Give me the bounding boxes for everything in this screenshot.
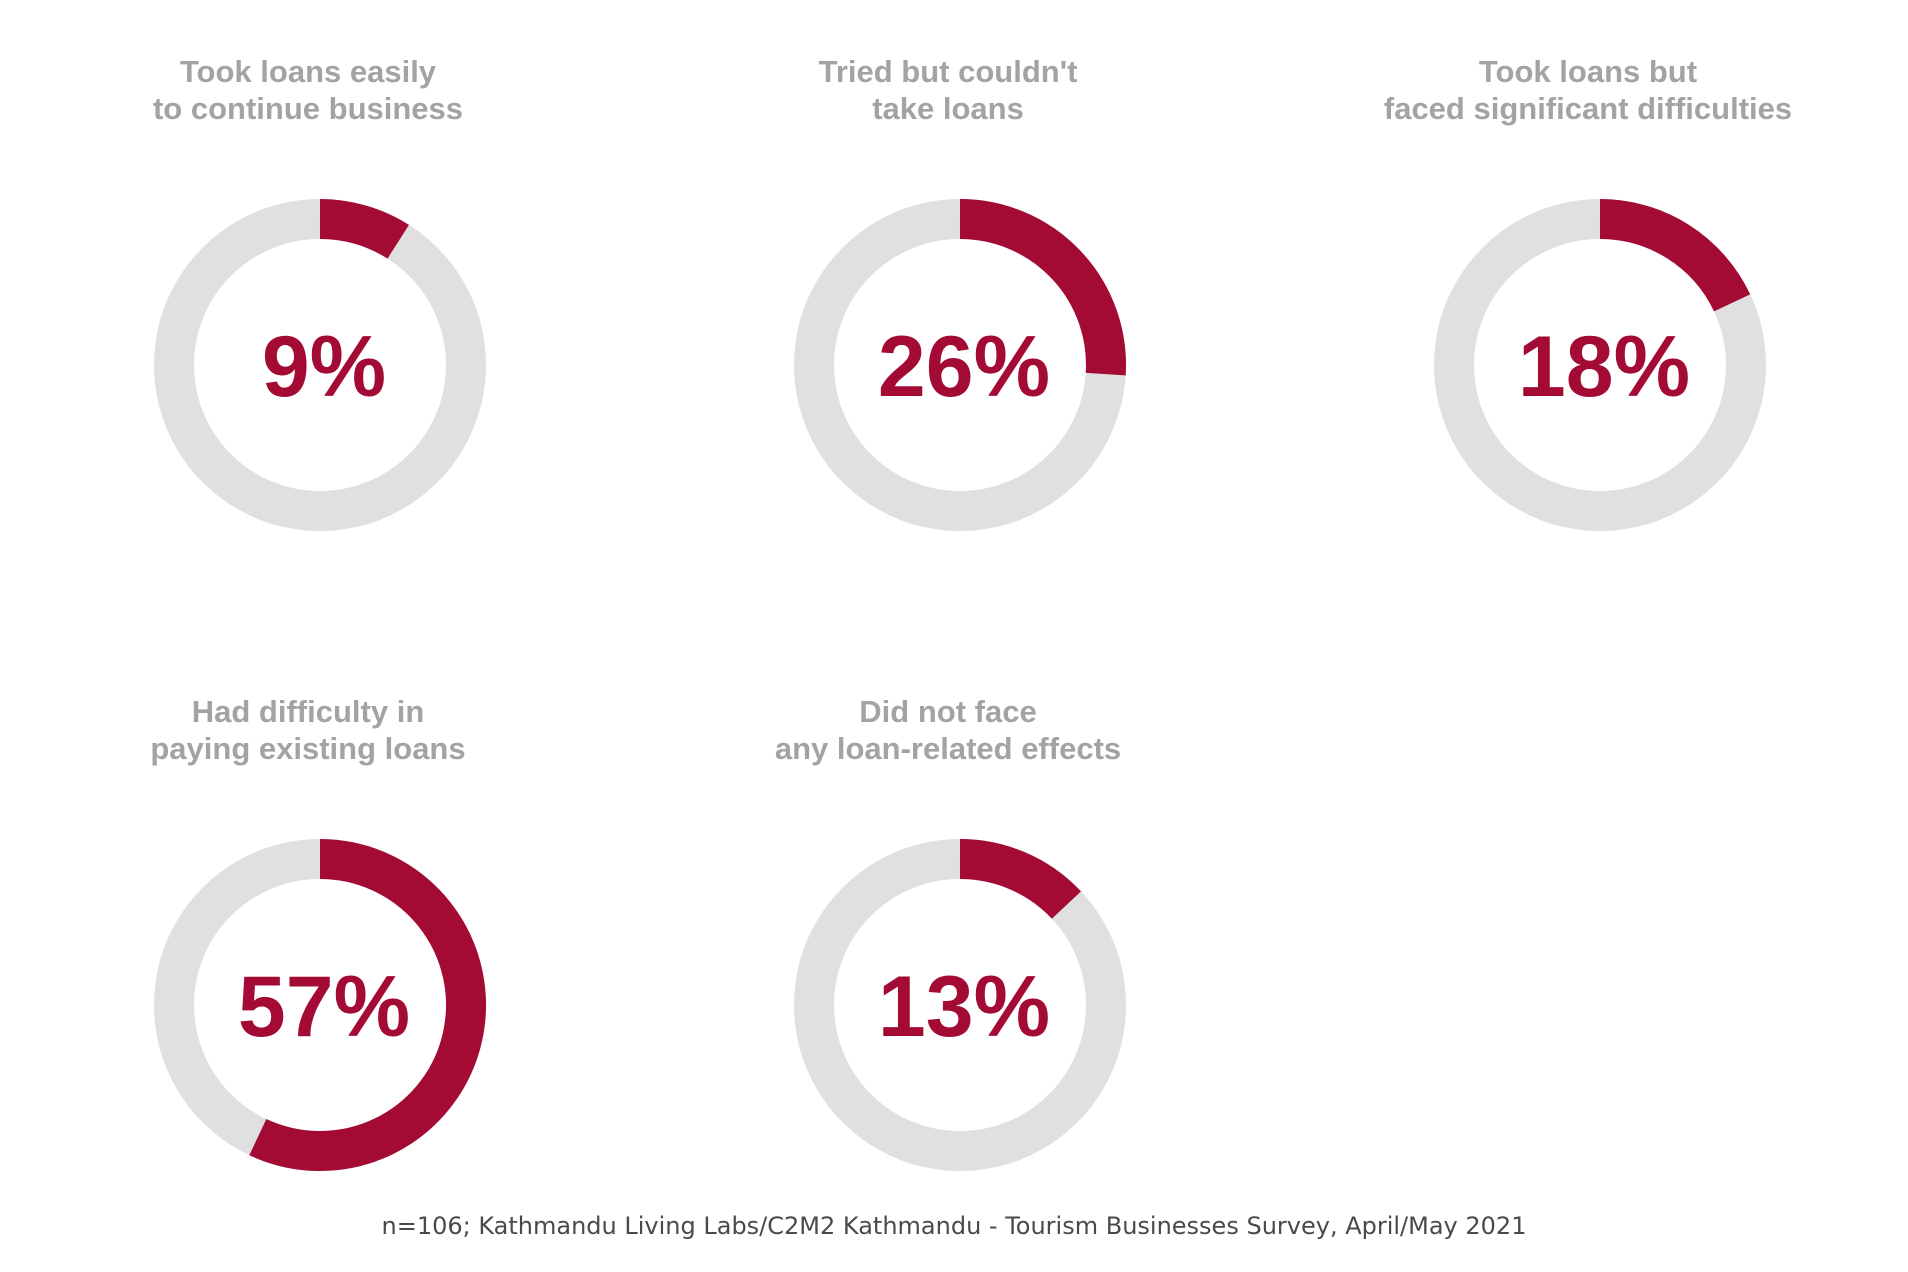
donut-value-arc [1599,199,1751,312]
donut-title-line: take loans [872,91,1024,126]
donut-value-label: 57% [238,959,410,1055]
donut-title-line: Took loans but [1479,54,1697,89]
donut-title-line: any loan-related effects [775,731,1121,766]
donut-title-line: Took loans easily [180,54,437,89]
donut-title-line: Had difficulty in [192,694,425,729]
donut-value-label: 18% [1518,319,1690,415]
donut-value-arc [319,199,409,259]
source-note: n=106; Kathmandu Living Labs/C2M2 Kathma… [381,1212,1527,1240]
donut-title-line: to continue business [153,91,463,126]
donut-value-arc [249,839,486,1171]
donut-value-arc [959,199,1126,376]
donut-title-line: Did not face [859,694,1036,729]
donut-value-label: 13% [878,959,1050,1055]
donut-title-line: faced significant difficulties [1384,91,1792,126]
donut-value-label: 9% [262,319,386,415]
donut-title-line: Tried but couldn't [819,54,1078,89]
donut-value-label: 26% [878,319,1050,415]
donut-value-arc [959,839,1082,920]
donut-title-line: paying existing loans [150,731,465,766]
